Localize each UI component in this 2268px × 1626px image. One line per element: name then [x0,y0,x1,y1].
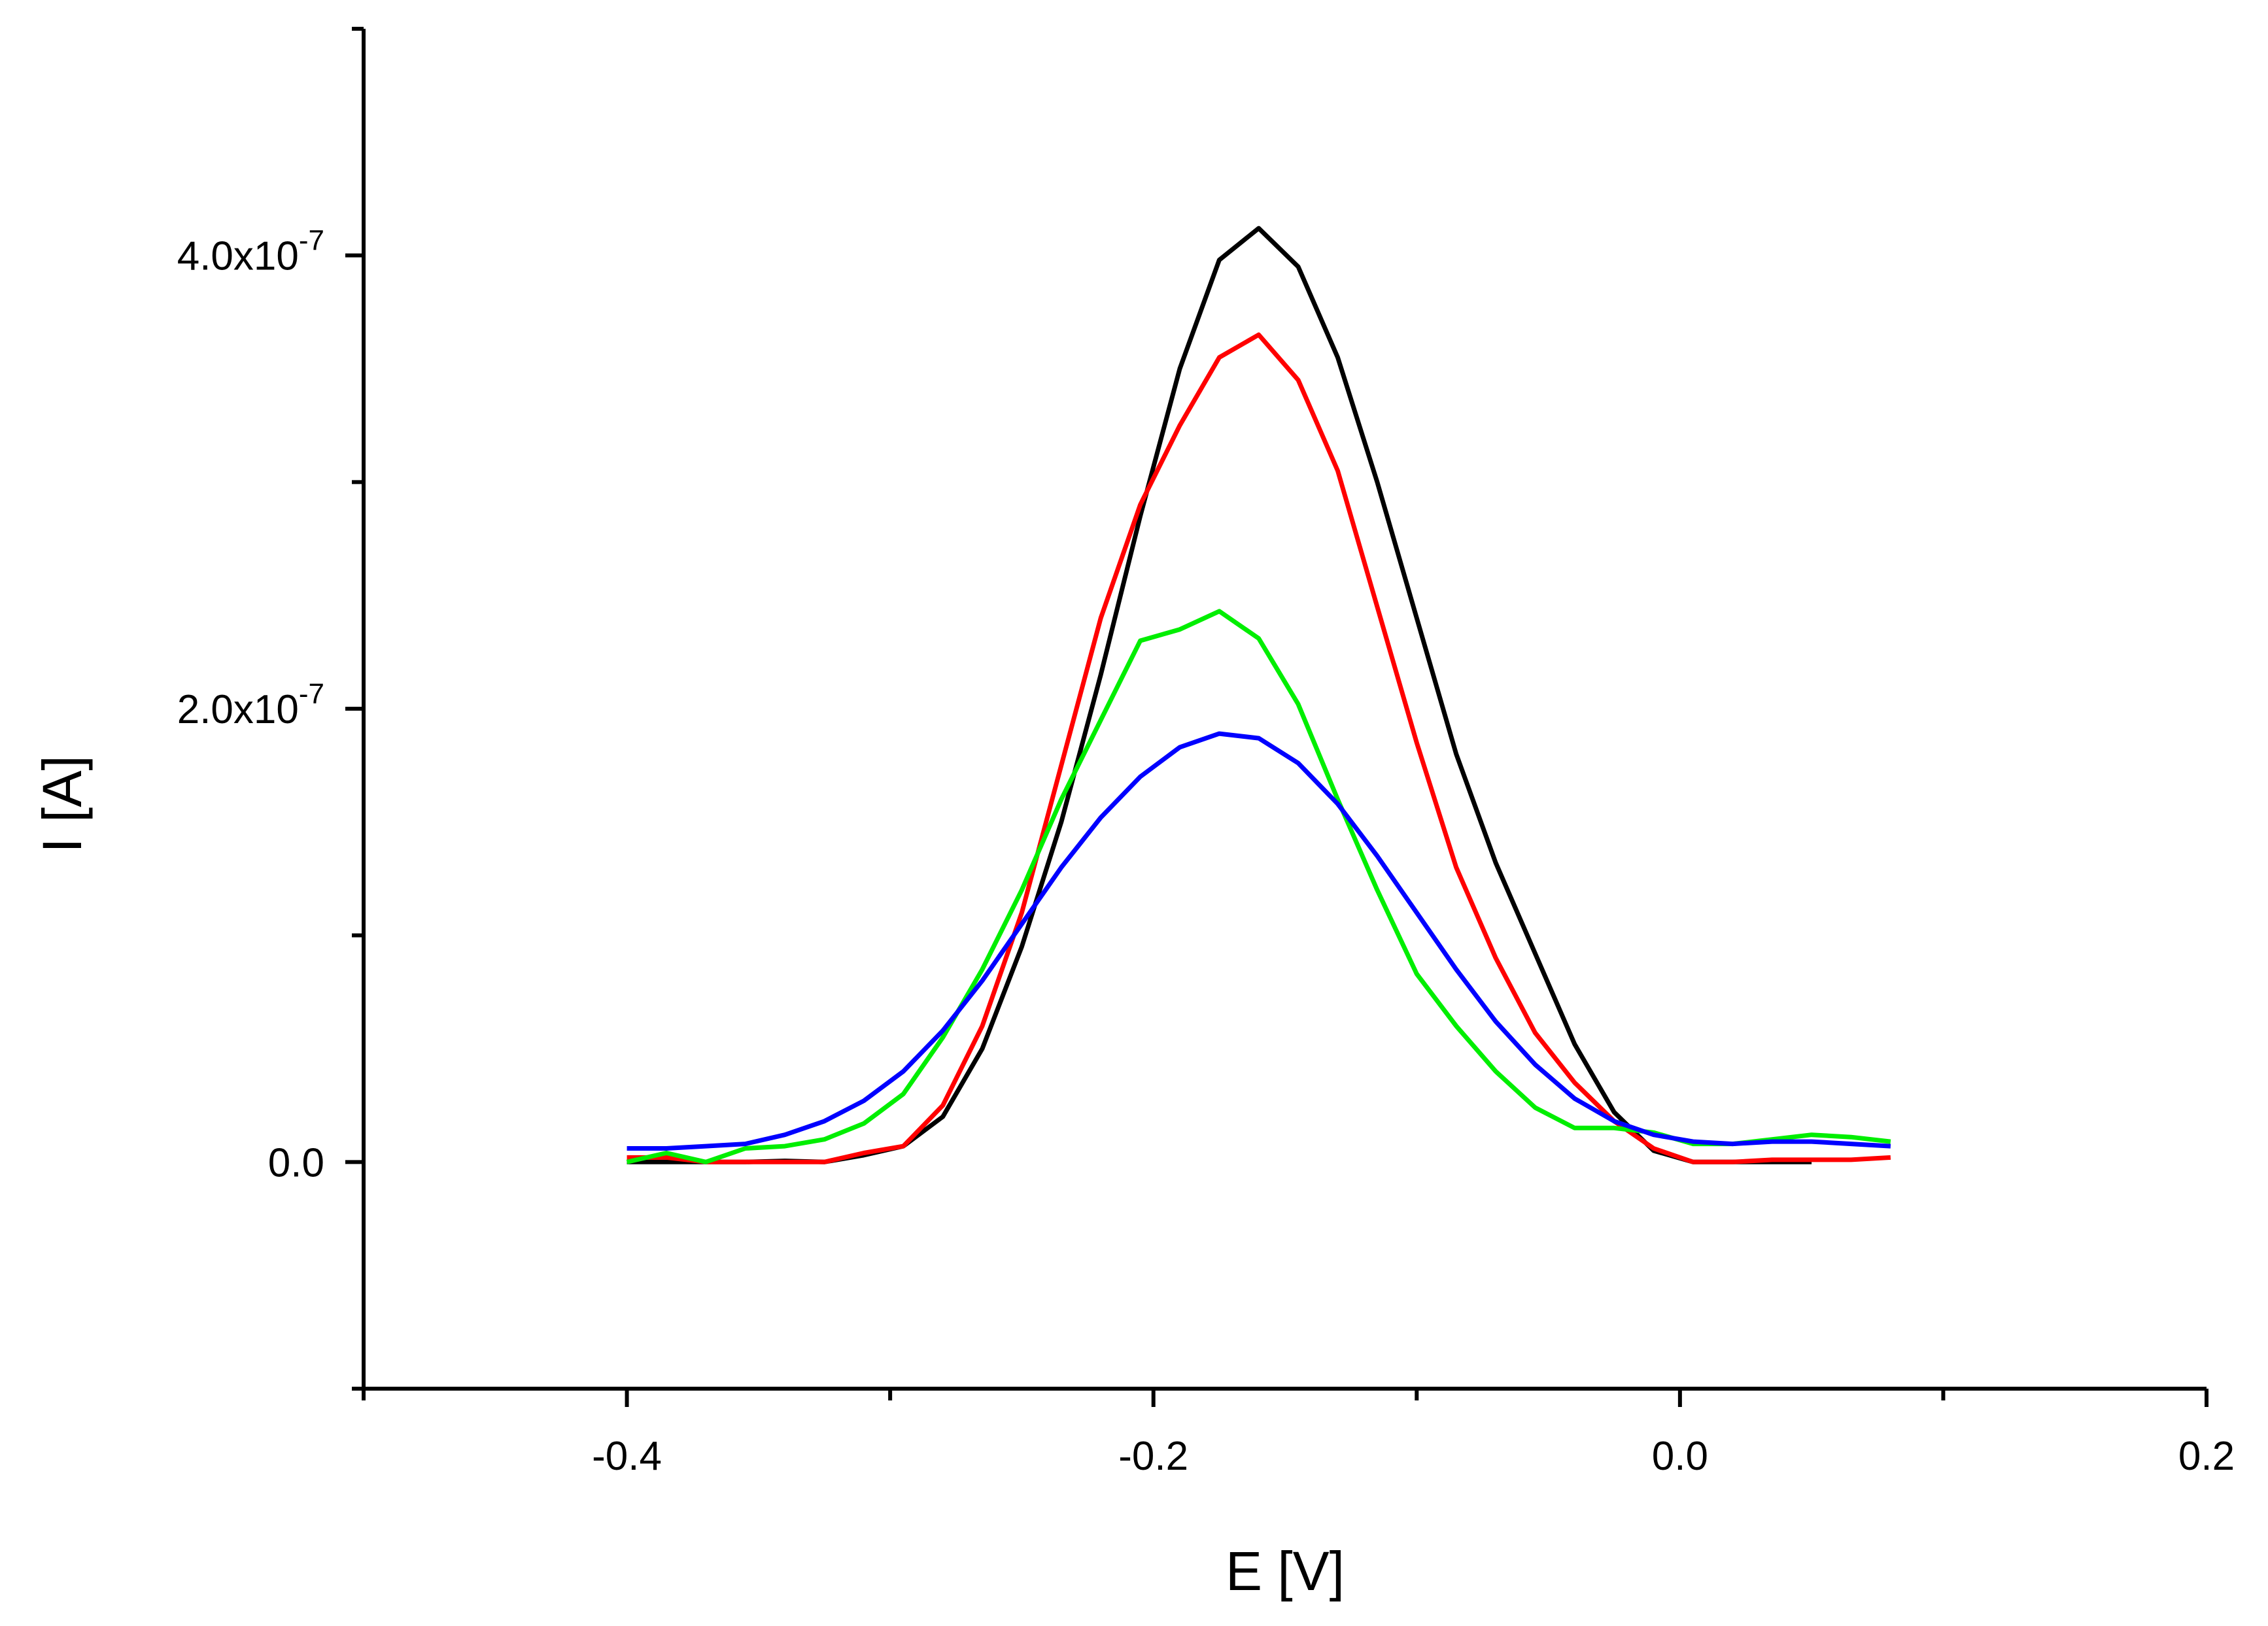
x-tick-label: -0.4 [592,1434,662,1479]
series-line-1 [627,332,1891,1164]
y-tick-label: 4.0x10-7 [177,225,324,279]
x-tick-label: 0.2 [2178,1434,2235,1479]
axes-layer [362,29,2207,1391]
ticks-layer [345,27,2208,1407]
y-tick-label: 0.0 [268,1140,324,1185]
y-tick-label: 2.0x10-7 [177,678,324,732]
y-axis-title: I [A] [31,755,93,853]
x-axis-title: E [V] [1226,1540,1345,1602]
series-layer [626,226,1891,1164]
x-tick-label: 0.0 [1652,1434,1708,1479]
series-line-2 [626,609,1891,1164]
series-line-0 [627,226,1812,1164]
x-tick-label: -0.2 [1118,1434,1188,1479]
series-line-3 [627,731,1891,1151]
labels-layer: -0.4 -0.2 0.0 0.2 0.0 2.0x10-7 4.0x10-7 [177,225,2235,1479]
